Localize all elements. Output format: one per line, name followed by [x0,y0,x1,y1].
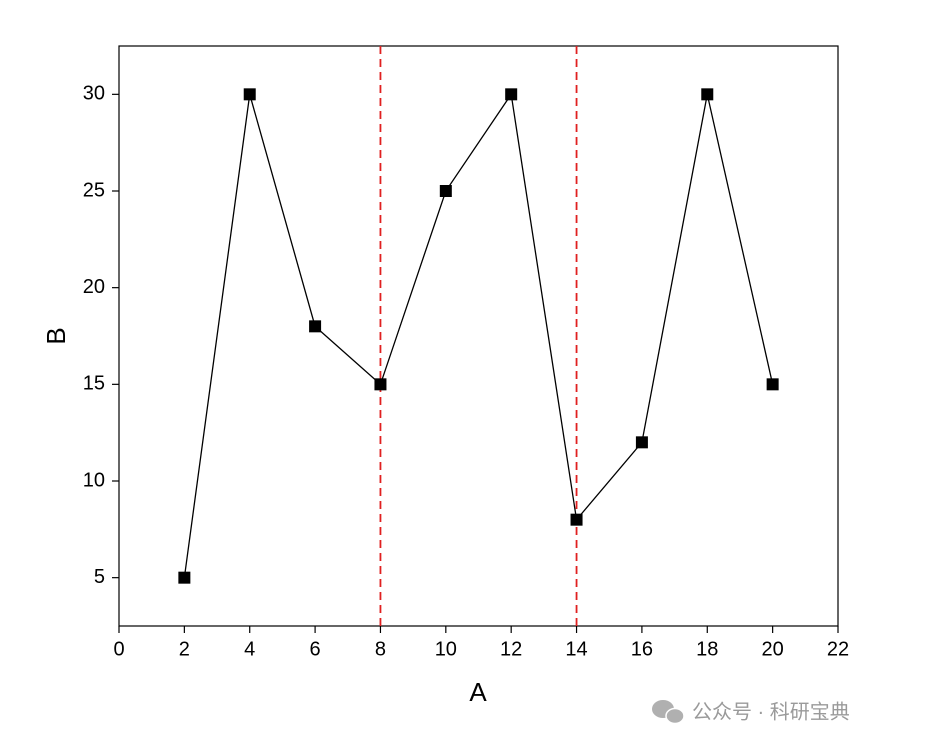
x-tick-label: 2 [179,638,190,660]
marker [243,88,256,101]
y-tick-label: 10 [83,469,105,491]
x-tick-label: 18 [696,638,718,660]
x-tick-label: 12 [500,638,522,660]
marker [701,88,714,101]
x-tick-label: 14 [565,638,587,660]
marker [635,436,648,449]
x-tick-label: 10 [435,638,457,660]
x-tick-label: 16 [631,638,653,660]
y-tick-label: 5 [94,566,105,588]
line [183,92,774,578]
marker [505,88,518,101]
x-tick-label: 4 [244,638,255,660]
y-tick-label: 25 [83,179,105,201]
marker [374,378,387,391]
x-tick-label: 0 [113,638,124,660]
x-tick-label: 6 [310,638,321,660]
x-tick-label: 22 [827,638,849,660]
y-tick-label: 15 [83,373,105,395]
x-tick-label: 8 [375,638,386,660]
marker [570,513,583,526]
x-tick-label: 20 [762,638,784,660]
y-tick-label: 30 [83,83,105,105]
watermark-icon [652,700,685,725]
marker [178,571,191,584]
marker [439,185,452,197]
watermark: 公众号 · 科研宝典 [692,700,850,723]
marker [309,320,322,333]
y-axis-label: B [41,327,71,344]
y-tick-label: 20 [83,276,105,298]
x-axis-label: A [469,677,487,707]
marker [766,378,779,391]
plot-frame [118,45,839,627]
